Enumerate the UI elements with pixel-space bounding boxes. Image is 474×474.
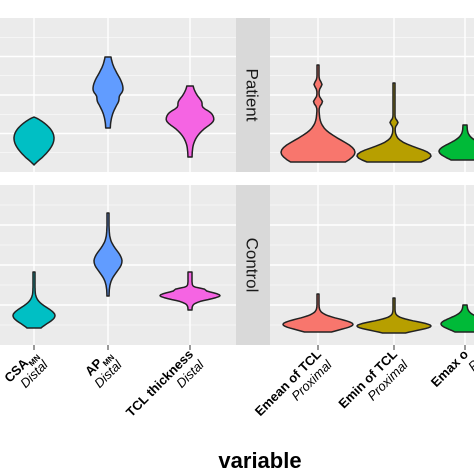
facet-strip-control: [236, 185, 270, 345]
facet-strip-patient: [236, 18, 270, 172]
facet-label-patient: Patient: [243, 69, 262, 122]
facet-label-control: Control: [243, 238, 262, 293]
violins-layer: [12, 56, 474, 334]
violin-tcl-patient: [165, 85, 215, 158]
violin-emean-control: [282, 293, 354, 333]
violin-csa-control: [12, 271, 56, 329]
violin-emax-patient: [438, 124, 474, 161]
x-tick-label-line2: P: [465, 357, 474, 374]
violin-emax-control: [440, 304, 474, 333]
x-tick-label-emax_of_tcl: Emax oP: [428, 346, 474, 389]
violin-tcl-control: [159, 271, 221, 311]
tick-main-text: Emax o: [428, 346, 471, 389]
violin-csa-patient: [13, 116, 55, 166]
violin-emean-patient: [280, 64, 356, 163]
x-tick-label-main: Emax o: [428, 346, 471, 389]
strips-layer: Patient Control: [236, 18, 270, 345]
violin-ap-control: [93, 212, 123, 297]
violin-emin-patient: [356, 82, 432, 163]
violin-emin-control: [356, 297, 432, 334]
x-axis-title: variable: [218, 448, 301, 473]
violin-ap-patient: [92, 56, 124, 129]
